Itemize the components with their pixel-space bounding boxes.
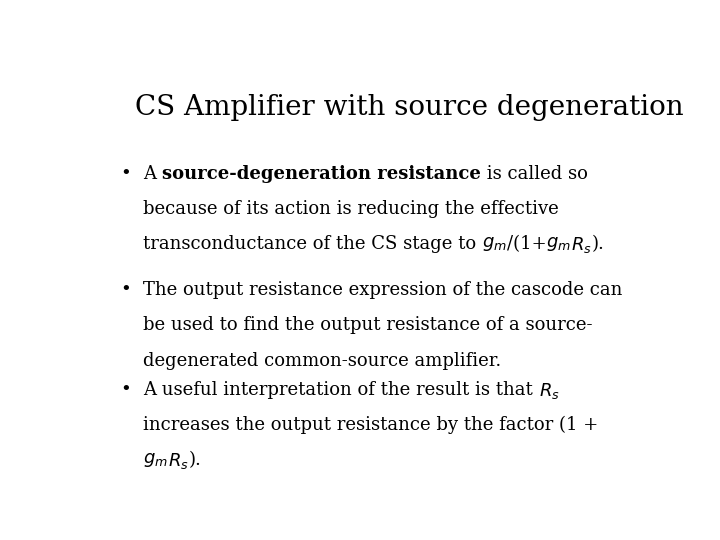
Text: be used to find the output resistance of a source-: be used to find the output resistance of… bbox=[143, 316, 593, 334]
Text: $R_s$: $R_s$ bbox=[168, 451, 189, 471]
Text: is called so: is called so bbox=[481, 165, 588, 183]
Text: •: • bbox=[121, 165, 132, 183]
Text: transconductance of the CS stage to: transconductance of the CS stage to bbox=[143, 235, 482, 253]
Text: A: A bbox=[143, 165, 162, 183]
Text: •: • bbox=[121, 381, 132, 399]
Text: $g_m$: $g_m$ bbox=[143, 451, 168, 469]
Text: CS Amplifier with source degeneration: CS Amplifier with source degeneration bbox=[135, 94, 683, 121]
Text: $R_s$: $R_s$ bbox=[571, 235, 592, 255]
Text: /(1+: /(1+ bbox=[507, 235, 546, 253]
Text: because of its action is reducing the effective: because of its action is reducing the ef… bbox=[143, 200, 559, 218]
Text: source-degeneration resistance: source-degeneration resistance bbox=[162, 165, 481, 183]
Text: increases the output resistance by the factor (1 +: increases the output resistance by the f… bbox=[143, 416, 598, 434]
Text: $g_m$: $g_m$ bbox=[482, 235, 507, 253]
Text: degenerated common-source amplifier.: degenerated common-source amplifier. bbox=[143, 352, 501, 370]
Text: ).: ). bbox=[189, 451, 202, 469]
Text: •: • bbox=[121, 281, 132, 299]
Text: $R_s$: $R_s$ bbox=[539, 381, 559, 401]
Text: The output resistance expression of the cascode can: The output resistance expression of the … bbox=[143, 281, 622, 299]
Text: $g_m$: $g_m$ bbox=[546, 235, 571, 253]
Text: ).: ). bbox=[592, 235, 605, 253]
Text: A useful interpretation of the result is that: A useful interpretation of the result is… bbox=[143, 381, 539, 399]
